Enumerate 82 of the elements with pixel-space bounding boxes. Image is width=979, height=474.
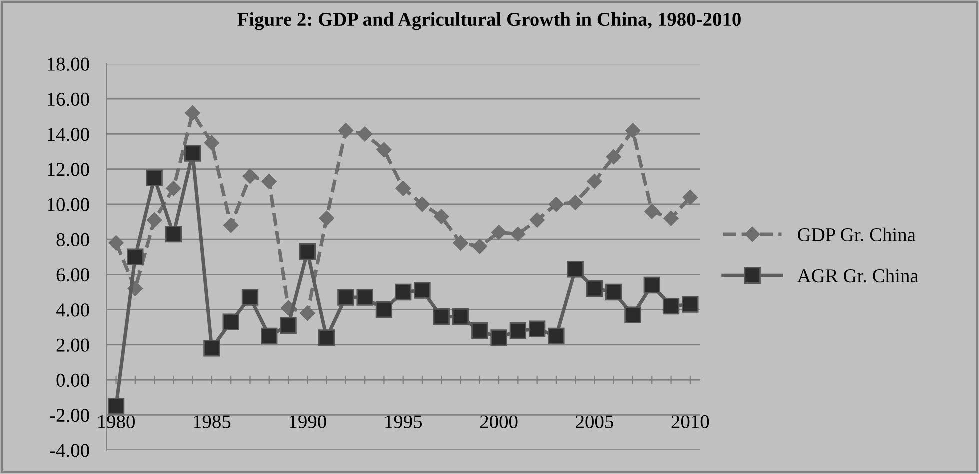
- point: [606, 284, 622, 301]
- x-tick-label: 2010: [672, 415, 710, 428]
- point: [395, 284, 412, 301]
- point: [490, 330, 508, 346]
- point: [242, 168, 258, 184]
- y-tick-label: 16.00: [48, 92, 90, 106]
- point: [606, 149, 622, 165]
- point: [300, 306, 316, 321]
- point: [548, 196, 564, 212]
- point: [261, 328, 278, 344]
- point: [146, 212, 162, 228]
- point: [434, 209, 450, 224]
- y-tick-label: 2.00: [56, 338, 90, 352]
- point: [262, 174, 277, 190]
- y-tick-label: -2.00: [50, 408, 90, 422]
- point: [127, 248, 144, 266]
- point: [664, 210, 679, 226]
- y-tick-label: 10.00: [48, 198, 90, 212]
- point: [358, 126, 373, 142]
- y-tick-label: -4.00: [50, 444, 90, 458]
- point: [318, 330, 336, 346]
- chart-title: Figure 2: GDP and Agricultural Growth in China, 1980-2010: [238, 12, 741, 30]
- point: [548, 328, 565, 344]
- point: [280, 317, 297, 334]
- y-tick-label: 14.00: [48, 128, 90, 142]
- y-tick-label: 12.00: [48, 163, 90, 176]
- point: [204, 340, 220, 357]
- point: [472, 239, 488, 254]
- x-tick-label: 2005: [576, 415, 614, 428]
- point: [682, 190, 698, 206]
- point: [530, 212, 545, 228]
- y-tick-label: 6.00: [56, 268, 90, 282]
- point: [472, 322, 488, 340]
- point: [567, 261, 584, 278]
- y-tick-label: 4.00: [56, 304, 90, 317]
- point: [644, 204, 660, 220]
- x-tick-label: 1995: [386, 415, 422, 428]
- legend-label: AGR Gr. China: [798, 268, 919, 283]
- point: [204, 135, 220, 151]
- x-tick-label: 2000: [480, 415, 518, 428]
- point: [222, 314, 240, 330]
- point: [586, 280, 604, 298]
- point: [108, 236, 124, 251]
- point: [356, 289, 374, 306]
- point: [242, 289, 259, 306]
- point: [528, 320, 546, 338]
- point: [185, 106, 200, 121]
- point: [491, 224, 507, 240]
- point: [587, 174, 602, 190]
- point: [510, 322, 527, 340]
- point: [338, 289, 354, 306]
- point: [165, 226, 182, 243]
- point: [682, 296, 699, 313]
- point: [376, 142, 392, 158]
- point: [625, 123, 641, 138]
- point: [414, 196, 430, 212]
- point: [184, 145, 202, 162]
- point: [644, 276, 660, 294]
- point: [452, 308, 470, 326]
- point: [146, 170, 163, 186]
- point: [662, 298, 680, 315]
- legend-label: GDP Gr. China: [798, 228, 916, 242]
- point: [453, 236, 468, 251]
- point: [338, 123, 354, 138]
- point: [376, 301, 393, 318]
- point: [510, 226, 526, 242]
- x-tick-label: 1980: [98, 415, 135, 428]
- point: [568, 195, 584, 210]
- point: [396, 181, 411, 196]
- y-tick-label: 8.00: [56, 233, 90, 247]
- point: [433, 308, 450, 326]
- point: [414, 282, 431, 299]
- point: [319, 210, 334, 226]
- x-tick-label: 1990: [290, 415, 326, 428]
- x-tick-label: 1985: [194, 415, 231, 428]
- point: [224, 218, 239, 234]
- point: [166, 181, 182, 196]
- y-tick-label: 0.00: [56, 374, 90, 388]
- point: [108, 398, 125, 415]
- y-tick-label: 18.00: [48, 58, 90, 72]
- point: [299, 244, 316, 260]
- point: [624, 306, 642, 324]
